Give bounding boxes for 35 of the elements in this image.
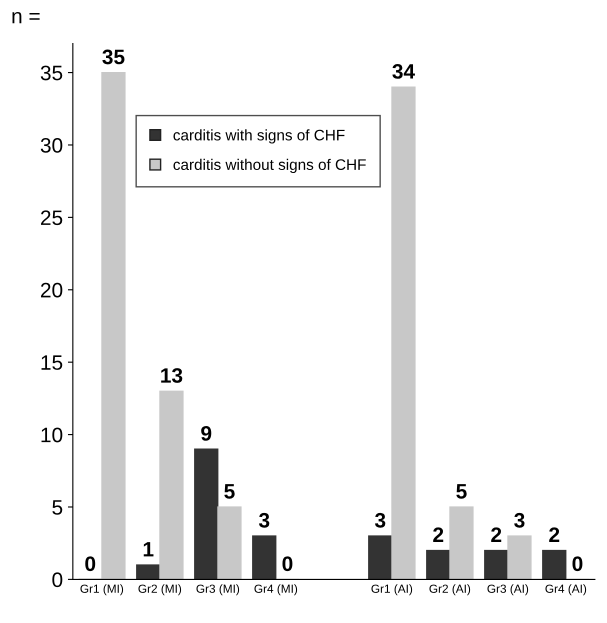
legend-label: carditis with signs of CHF xyxy=(173,129,345,144)
data-label: 9 xyxy=(201,426,212,441)
data-label: 35 xyxy=(102,50,124,64)
data-label: 1 xyxy=(144,542,154,556)
x-tick-label: Gr4 (MI) xyxy=(254,584,298,596)
data-label: 34 xyxy=(392,64,415,79)
x-tick-label: Gr1 (MI) xyxy=(80,584,124,596)
x-tick-label: Gr4 (AI) xyxy=(545,584,586,596)
y-tick-label: 35 xyxy=(40,66,62,80)
data-label: 13 xyxy=(161,368,182,383)
x-tick-label: Gr3 (MI) xyxy=(196,584,240,596)
data-label: 0 xyxy=(85,556,96,572)
data-label: 5 xyxy=(456,484,467,499)
legend-label: carditis without signs of CHF xyxy=(173,158,366,174)
data-label: 0 xyxy=(572,556,582,572)
y-tick-label: 5 xyxy=(52,500,62,515)
y-tick-label: 25 xyxy=(40,210,62,226)
y-tick-label: 15 xyxy=(42,355,62,370)
data-label: 2 xyxy=(433,527,444,542)
y-axis-title: n = xyxy=(12,12,40,24)
data-label: 3 xyxy=(258,512,270,528)
y-tick-label: 10 xyxy=(42,428,62,442)
data-label: 2 xyxy=(549,527,560,542)
data-label: 2 xyxy=(491,527,502,542)
x-tick-label: Gr3 (AI) xyxy=(487,584,528,596)
x-tick-label: Gr1 (AI) xyxy=(371,584,412,596)
data-label: 3 xyxy=(514,512,524,528)
y-tick-label: 30 xyxy=(40,138,62,153)
y-tick-label: 0 xyxy=(52,572,62,588)
data-label: 5 xyxy=(224,484,235,499)
x-tick-label: Gr2 (MI) xyxy=(138,584,182,596)
y-tick-label: 20 xyxy=(40,282,62,298)
data-label: 0 xyxy=(282,556,292,572)
x-tick-label: Gr2 (AI) xyxy=(429,584,470,596)
data-label: 3 xyxy=(374,512,386,528)
